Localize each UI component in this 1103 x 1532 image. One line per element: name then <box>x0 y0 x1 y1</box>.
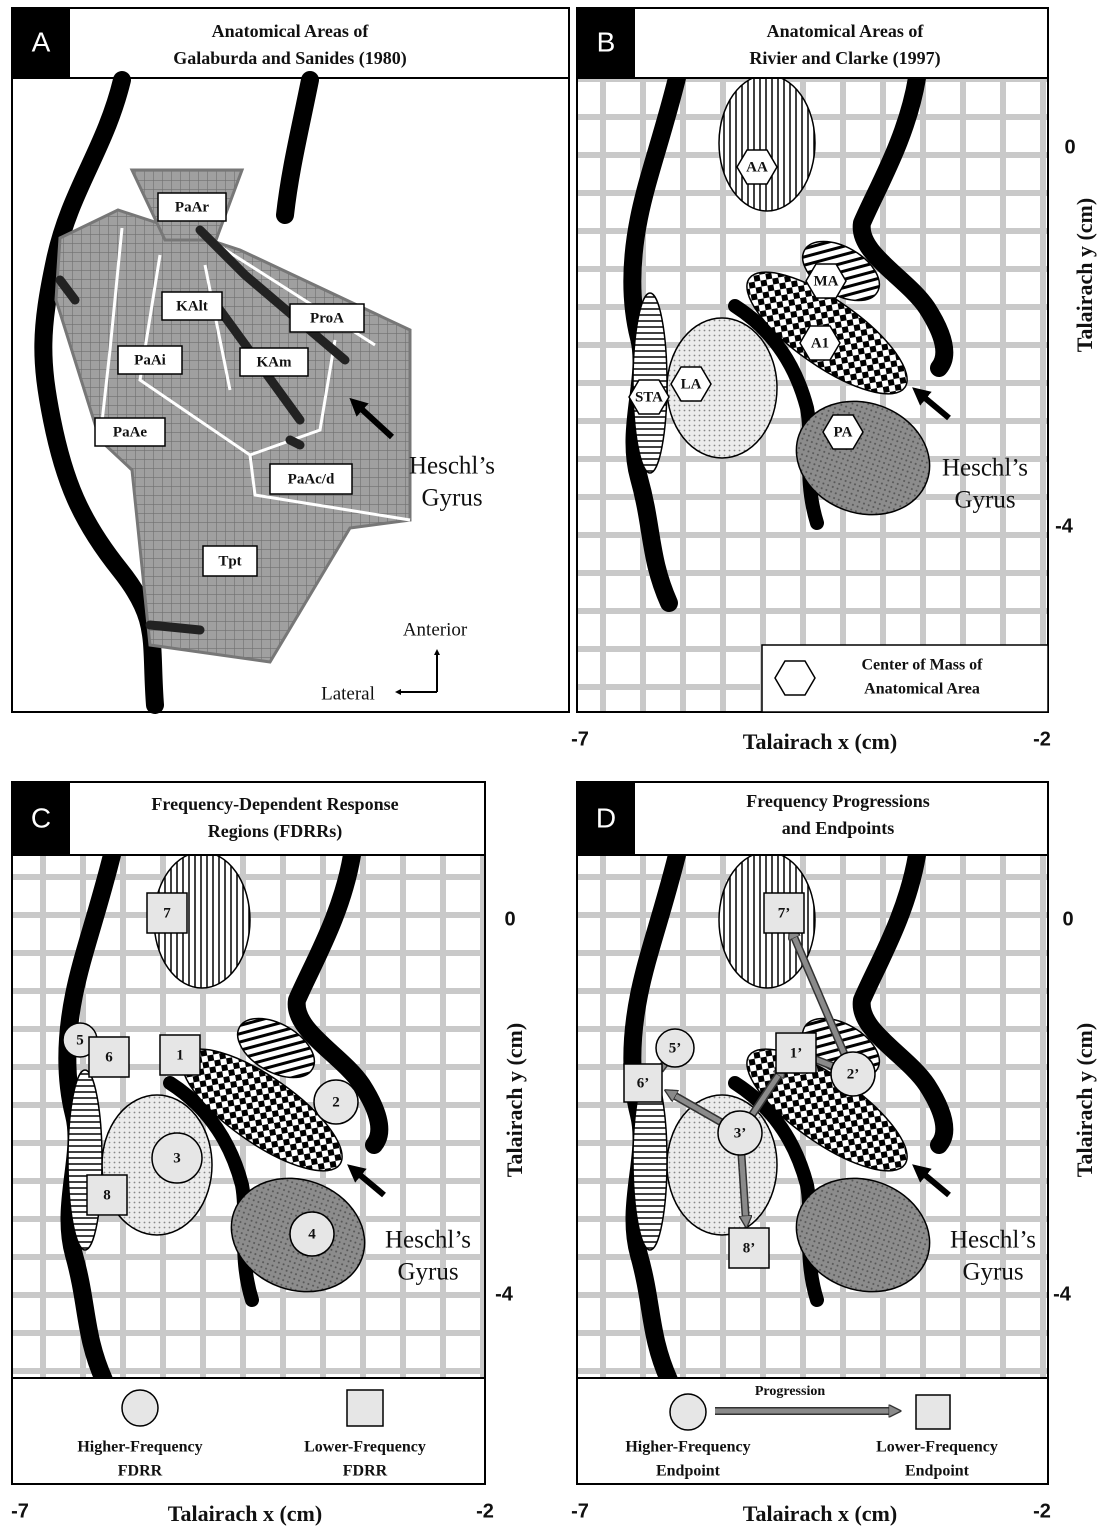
legend-label: Higher-Frequency <box>625 1439 750 1456</box>
legend-label: FDRR <box>118 1463 163 1480</box>
endpoint-label: 7’ <box>778 905 791 921</box>
panel-letter: A <box>32 26 51 57</box>
x-axis-label: Talairach x (cm) <box>168 1501 322 1526</box>
panel-c: C Frequency-Dependent Response Regions (… <box>11 782 527 1526</box>
landmark-label: Gyrus <box>962 1259 1023 1286</box>
y-axis-label: Talairach y (cm) <box>1072 1023 1097 1177</box>
area-label: AA <box>746 159 768 175</box>
region-label: 5 <box>76 1032 84 1048</box>
area-label: KAlt <box>176 298 208 314</box>
endpoint-label: 5’ <box>669 1040 682 1056</box>
x-tick-label: -2 <box>476 1500 494 1522</box>
endpoint-label: 2’ <box>847 1066 860 1082</box>
panel-title: Anatomical Areas of <box>767 21 925 41</box>
legend-circle <box>122 1390 158 1426</box>
legend-label: Anatomical Area <box>864 681 980 698</box>
endpoint-label: 8’ <box>743 1240 756 1256</box>
x-axis-label: Talairach x (cm) <box>743 1501 897 1526</box>
region-label: 2 <box>332 1094 340 1110</box>
legend-label: Higher-Frequency <box>77 1439 202 1456</box>
legend-label: FDRR <box>343 1463 388 1480</box>
panel-title: Galaburda and Sanides (1980) <box>173 48 407 69</box>
x-tick-label: -7 <box>11 1500 29 1522</box>
y-tick-label: -4 <box>495 1283 514 1305</box>
panel-b: B Anatomical Areas of Rivier and Clarke … <box>571 8 1097 754</box>
y-tick-label: -4 <box>1055 515 1074 537</box>
region-label: 8 <box>103 1187 111 1203</box>
y-tick-label: -4 <box>1053 1283 1072 1305</box>
area-label: A1 <box>811 335 829 351</box>
legend-label: Lower-Frequency <box>304 1439 426 1456</box>
legend-label: Center of Mass of <box>861 657 983 674</box>
panel-title: Rivier and Clarke (1997) <box>749 48 940 69</box>
landmark-label: Heschl’s <box>942 455 1028 482</box>
y-axis-label: Talairach y (cm) <box>1072 198 1097 352</box>
region-label: 4 <box>308 1226 316 1242</box>
area-label: LA <box>681 376 702 392</box>
panel-title: Anatomical Areas of <box>212 21 370 41</box>
panel-title: Regions (FDRRs) <box>208 821 343 842</box>
legend-arrow-label: Progression <box>755 1384 825 1399</box>
panel-d: D Frequency Progressions and Endpoints 7… <box>571 782 1097 1526</box>
panel-title: Frequency-Dependent Response <box>151 794 398 814</box>
area-label: PaAi <box>134 352 166 368</box>
region-label: 1 <box>176 1047 184 1063</box>
panel-letter: C <box>31 802 51 833</box>
y-tick-label: 0 <box>1064 136 1075 158</box>
legend-square <box>916 1395 950 1429</box>
area-label: PaAr <box>175 199 209 215</box>
area-label: Tpt <box>218 553 241 569</box>
landmark-label: Gyrus <box>421 485 482 512</box>
direction-label: Anterior <box>403 619 468 640</box>
legend-label: Endpoint <box>656 1463 721 1480</box>
x-tick-label: -2 <box>1033 728 1051 750</box>
region-label: 3 <box>173 1150 181 1166</box>
y-axis-label: Talairach y (cm) <box>502 1023 527 1177</box>
y-tick-label: 0 <box>1062 908 1073 930</box>
panel-letter: B <box>597 26 616 57</box>
landmark-label: Gyrus <box>397 1259 458 1286</box>
area-label: STA <box>635 389 663 405</box>
area-label: PA <box>834 424 853 440</box>
area-label: MA <box>814 273 839 289</box>
header <box>12 782 485 855</box>
landmark-label: Gyrus <box>954 487 1015 514</box>
panel-a: A Anatomical Areas of Galaburda and Sani… <box>12 8 569 712</box>
area-label: PaAc/d <box>288 471 335 487</box>
region-label: 6 <box>105 1049 113 1065</box>
legend-label: Endpoint <box>905 1463 970 1480</box>
panel-title: Frequency Progressions <box>746 791 930 811</box>
area-label: PaAe <box>113 424 147 440</box>
endpoint-label: 6’ <box>637 1075 650 1091</box>
panel-letter: D <box>596 802 616 833</box>
x-tick-label: -2 <box>1033 1500 1051 1522</box>
x-tick-label: -7 <box>571 728 589 750</box>
landmark-label: Heschl’s <box>409 453 495 480</box>
legend-square <box>347 1390 383 1426</box>
area-label: KAm <box>257 354 293 370</box>
landmark-label: Heschl’s <box>950 1227 1036 1254</box>
area-label: ProA <box>310 310 344 326</box>
direction-label: Lateral <box>321 683 375 704</box>
endpoint-label: 3’ <box>734 1125 747 1141</box>
x-tick-label: -7 <box>571 1500 589 1522</box>
legend <box>12 1378 485 1484</box>
figure: A Anatomical Areas of Galaburda and Sani… <box>0 0 1103 1532</box>
panel-title: and Endpoints <box>782 818 895 838</box>
legend-circle <box>670 1394 706 1430</box>
landmark-label: Heschl’s <box>385 1227 471 1254</box>
x-axis-label: Talairach x (cm) <box>743 729 897 754</box>
region-label: 7 <box>163 905 171 921</box>
y-tick-label: 0 <box>504 908 515 930</box>
endpoint-label: 1’ <box>790 1045 803 1061</box>
legend-label: Lower-Frequency <box>876 1439 998 1456</box>
